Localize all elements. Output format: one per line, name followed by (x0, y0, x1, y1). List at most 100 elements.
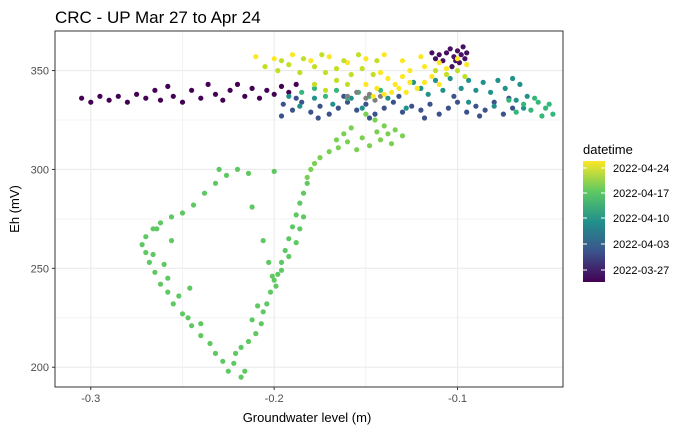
data-point (335, 145, 341, 151)
data-point (115, 93, 121, 99)
data-point (425, 91, 431, 97)
data-point (458, 52, 464, 58)
data-point (322, 69, 329, 76)
data-point (319, 52, 325, 58)
data-point (344, 139, 351, 145)
data-point (278, 267, 285, 273)
data-point (427, 101, 433, 107)
data-point (165, 275, 171, 281)
data-point (282, 247, 288, 254)
chart-title: CRC - UP Mar 27 to Apr 24 (55, 8, 261, 27)
data-point (543, 105, 549, 111)
data-point (348, 125, 354, 131)
grid-lines (55, 31, 563, 387)
data-point (275, 68, 281, 74)
data-point (286, 89, 292, 95)
data-point (326, 54, 332, 60)
data-point (464, 50, 470, 56)
data-point (278, 259, 285, 265)
data-point (255, 303, 261, 309)
y-tick-label: 200 (31, 362, 49, 374)
data-point (466, 77, 472, 83)
data-point (344, 81, 351, 87)
data-point (388, 89, 395, 95)
data-point (311, 64, 318, 70)
data-point (311, 160, 318, 167)
data-point (256, 95, 263, 101)
data-point (189, 87, 195, 93)
data-point (262, 64, 268, 70)
data-point (399, 73, 406, 80)
data-point (154, 226, 160, 232)
data-point (297, 200, 303, 206)
data-point (550, 111, 556, 117)
data-point (546, 101, 552, 107)
data-point (440, 87, 446, 93)
data-point (385, 75, 391, 82)
data-point (480, 79, 486, 85)
data-point (495, 77, 501, 83)
data-point (447, 46, 453, 52)
legend-label: 2022-04-03 (613, 239, 669, 251)
data-point (399, 58, 406, 64)
data-point (482, 107, 488, 113)
data-point (385, 131, 391, 137)
data-point (271, 168, 277, 174)
data-point (315, 115, 321, 121)
data-point (249, 317, 255, 323)
data-point (311, 95, 318, 101)
data-point (293, 95, 299, 101)
data-point (460, 44, 466, 50)
data-point (168, 214, 175, 220)
data-point (190, 202, 197, 208)
data-point (317, 103, 323, 109)
data-point (354, 147, 360, 153)
data-point (269, 273, 275, 279)
data-point (216, 166, 222, 172)
data-point (447, 75, 453, 82)
data-point (445, 105, 451, 111)
data-point (535, 99, 541, 105)
data-point (79, 95, 85, 101)
data-point (273, 283, 279, 289)
data-point (363, 101, 369, 107)
data-point (377, 137, 384, 143)
data-point (464, 109, 470, 115)
data-point (308, 58, 314, 64)
data-point (205, 81, 211, 87)
data-point (363, 56, 369, 62)
data-point (271, 277, 277, 283)
data-point (521, 101, 527, 107)
data-point (517, 81, 523, 87)
data-point (289, 107, 296, 113)
data-point (97, 93, 103, 99)
data-point (317, 155, 323, 161)
y-tick-label: 300 (31, 164, 49, 176)
data-point (390, 99, 396, 105)
legend-title: datetime (583, 142, 633, 157)
x-tick-label: -0.2 (265, 393, 284, 405)
legend-label: 2022-03-27 (613, 265, 669, 277)
data-point (286, 62, 292, 68)
data-point (333, 66, 340, 72)
data-point (513, 109, 519, 115)
data-point (278, 58, 285, 64)
data-point (271, 56, 277, 62)
data-point (157, 220, 164, 226)
data-point (143, 249, 149, 256)
legend: datetime 2022-04-242022-04-172022-04-102… (583, 142, 669, 282)
data-point (187, 285, 193, 291)
data-point (363, 95, 369, 101)
data-point (293, 81, 299, 87)
data-point (366, 115, 373, 121)
data-point (381, 123, 387, 129)
data-point (266, 259, 272, 265)
data-point (300, 56, 307, 62)
data-point (385, 95, 391, 101)
data-point (242, 93, 248, 99)
x-axis-title: Groundwater level (m) (243, 410, 372, 425)
data-point (170, 93, 176, 99)
data-point (308, 166, 314, 172)
data-point (150, 226, 156, 232)
